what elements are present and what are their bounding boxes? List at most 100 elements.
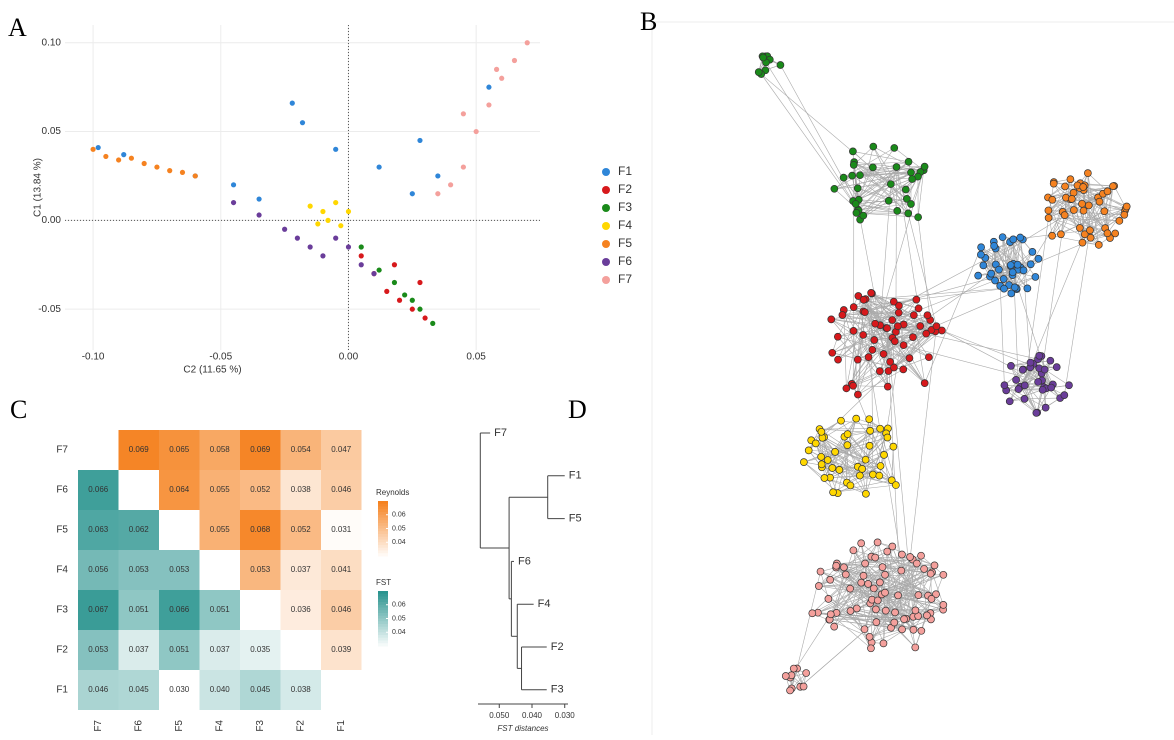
node (777, 62, 784, 69)
point (320, 209, 325, 214)
network (755, 53, 1130, 694)
node (978, 244, 985, 251)
node (879, 564, 886, 571)
cell-label: 0.058 (210, 445, 231, 454)
node (923, 612, 930, 619)
cell-label: 0.037 (129, 645, 150, 654)
cell-label: 0.051 (210, 605, 231, 614)
leaf-label: F4 (538, 598, 551, 610)
point (103, 154, 108, 159)
node (977, 251, 984, 258)
cell-label: 0.031 (331, 525, 352, 534)
node (1039, 386, 1046, 393)
node (889, 317, 896, 324)
point (422, 315, 427, 320)
node (900, 342, 907, 349)
node (870, 143, 877, 150)
legend-swatch (602, 240, 610, 248)
node (1080, 183, 1087, 190)
node (905, 158, 912, 165)
node (1007, 362, 1014, 369)
point (417, 138, 422, 143)
node (999, 234, 1006, 241)
cell-label: 0.036 (291, 605, 312, 614)
col-label: F3 (255, 720, 266, 732)
node (839, 311, 846, 318)
point (371, 271, 376, 276)
node (1049, 232, 1056, 239)
node (1086, 227, 1093, 234)
node (915, 305, 922, 312)
node (1067, 176, 1074, 183)
node (782, 672, 789, 679)
node (1035, 378, 1042, 385)
y-tick-label: 0.00 (42, 215, 62, 226)
node (872, 606, 879, 613)
node (1109, 183, 1116, 190)
node (831, 185, 838, 192)
node (915, 592, 922, 599)
node (921, 163, 928, 170)
node (940, 571, 947, 578)
node (868, 289, 875, 296)
point (90, 147, 95, 152)
cell-label: 0.047 (331, 445, 352, 454)
node (870, 585, 877, 592)
node (1014, 261, 1021, 268)
node (877, 425, 884, 432)
node (805, 447, 812, 454)
point (410, 307, 415, 312)
edge (1000, 286, 1004, 385)
node (838, 417, 845, 424)
point (384, 289, 389, 294)
node (880, 640, 887, 647)
point (129, 156, 134, 161)
col-label: F5 (174, 720, 185, 732)
colorbar-label: 0.05 (392, 615, 406, 622)
node (892, 609, 899, 616)
node (872, 554, 879, 561)
point (308, 244, 313, 249)
col-label: F7 (93, 720, 104, 732)
node (1019, 366, 1026, 373)
point (116, 157, 121, 162)
node (865, 354, 872, 361)
node (1045, 214, 1052, 221)
node (800, 683, 807, 690)
node (910, 626, 917, 633)
node (861, 626, 868, 633)
node (909, 176, 916, 183)
point (410, 191, 415, 196)
node (850, 547, 857, 554)
node (1020, 267, 1027, 274)
node (860, 572, 867, 579)
legend-swatch (602, 204, 610, 212)
node (884, 434, 891, 441)
node (1010, 236, 1017, 243)
node (1007, 262, 1014, 269)
colorbar-label: 0.05 (392, 525, 406, 532)
cell-label: 0.046 (88, 685, 109, 694)
node (815, 583, 822, 590)
node (832, 448, 839, 455)
node (909, 334, 916, 341)
node (905, 210, 912, 217)
node (940, 601, 947, 608)
node (840, 564, 847, 571)
node (834, 333, 841, 340)
cell-label: 0.053 (250, 565, 271, 574)
cell-label: 0.052 (291, 525, 312, 534)
colorbar-label: 0.04 (392, 539, 406, 546)
leaf-label: F2 (551, 641, 564, 653)
panel-label: A (8, 13, 27, 42)
node (825, 595, 832, 602)
cell-label: 0.051 (169, 645, 190, 654)
legend-label: F6 (618, 254, 632, 268)
node (856, 172, 863, 179)
node (1085, 202, 1092, 209)
cell-label: 0.052 (250, 485, 271, 494)
node (1068, 195, 1075, 202)
node (1029, 248, 1036, 255)
cell-label: 0.038 (291, 685, 312, 694)
